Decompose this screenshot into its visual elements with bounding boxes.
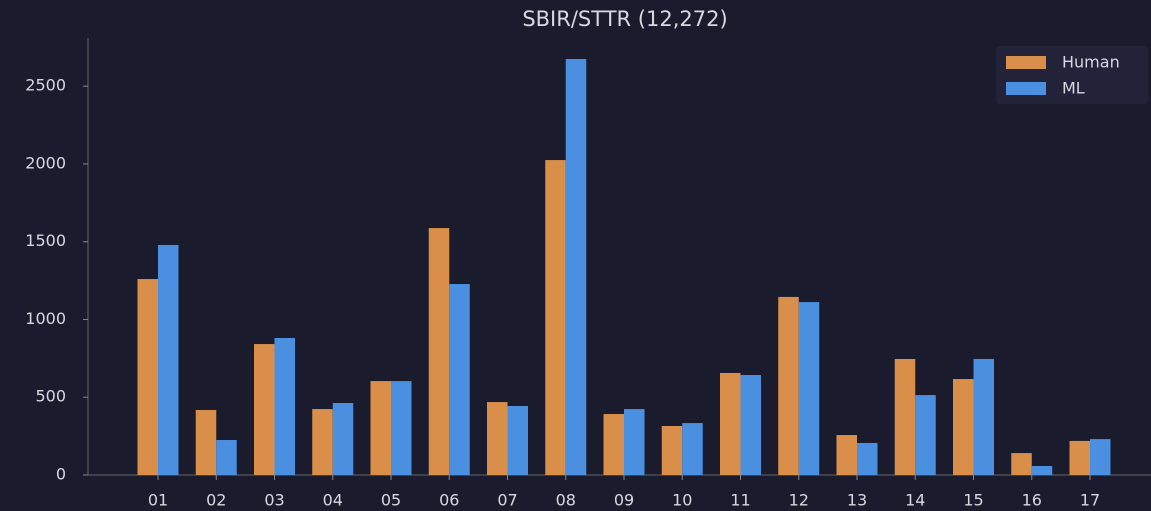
bar bbox=[545, 160, 566, 475]
bar bbox=[740, 375, 761, 475]
x-tick-label: 15 bbox=[963, 491, 983, 510]
bar bbox=[778, 296, 799, 475]
legend-label: Human bbox=[1062, 53, 1120, 72]
bar bbox=[894, 358, 916, 475]
legend-swatch bbox=[1006, 82, 1046, 95]
bar bbox=[915, 395, 936, 475]
bar bbox=[216, 440, 237, 475]
x-tick-label: 16 bbox=[1022, 491, 1042, 510]
bar bbox=[428, 228, 450, 475]
y-tick-label: 0 bbox=[56, 465, 66, 484]
bar bbox=[720, 372, 741, 475]
bar bbox=[973, 358, 994, 475]
x-tick-label: 09 bbox=[614, 491, 634, 510]
x-tick-label: 17 bbox=[1080, 491, 1100, 510]
bar bbox=[370, 381, 391, 475]
y-tick-label: 2500 bbox=[25, 76, 66, 95]
bar bbox=[836, 435, 857, 475]
x-tick-label: 11 bbox=[730, 491, 750, 510]
x-tick-label: 05 bbox=[381, 491, 401, 510]
bar bbox=[254, 344, 275, 475]
bar bbox=[312, 409, 333, 475]
x-tick-label: 08 bbox=[556, 491, 576, 510]
bar bbox=[661, 426, 683, 475]
bar bbox=[565, 58, 587, 476]
bar bbox=[158, 244, 179, 475]
y-tick-label: 1000 bbox=[25, 309, 66, 328]
bar bbox=[195, 409, 217, 475]
x-tick-label: 06 bbox=[439, 491, 459, 510]
y-tick-label: 1500 bbox=[25, 231, 66, 250]
y-tick-label: 500 bbox=[35, 387, 66, 406]
x-tick-label: 14 bbox=[905, 491, 925, 510]
bar bbox=[1069, 440, 1090, 475]
bar bbox=[624, 409, 645, 475]
bar bbox=[603, 414, 624, 475]
x-tick-label: 13 bbox=[847, 491, 867, 510]
bar bbox=[507, 405, 528, 475]
bar bbox=[1011, 453, 1032, 475]
bar bbox=[449, 284, 470, 475]
chart-title: SBIR/STTR (12,272) bbox=[522, 7, 727, 31]
y-tick-label: 2000 bbox=[25, 153, 66, 172]
x-tick-label: 02 bbox=[206, 491, 226, 510]
bar bbox=[682, 423, 703, 475]
bar bbox=[332, 402, 354, 475]
bar bbox=[1031, 465, 1053, 475]
bar bbox=[391, 381, 412, 475]
bar bbox=[953, 379, 974, 475]
x-tick-label: 01 bbox=[148, 491, 168, 510]
x-tick-label: 07 bbox=[497, 491, 517, 510]
x-tick-label: 10 bbox=[672, 491, 692, 510]
legend-label: ML bbox=[1062, 79, 1085, 98]
bar bbox=[857, 442, 878, 475]
bar bbox=[798, 302, 820, 475]
x-tick-label: 03 bbox=[264, 491, 284, 510]
legend-swatch bbox=[1006, 56, 1046, 69]
bar bbox=[274, 337, 295, 475]
x-tick-label: 04 bbox=[323, 491, 343, 510]
x-tick-label: 12 bbox=[789, 491, 809, 510]
bar bbox=[1090, 439, 1111, 475]
bar bbox=[487, 402, 508, 475]
bar bbox=[137, 279, 158, 475]
